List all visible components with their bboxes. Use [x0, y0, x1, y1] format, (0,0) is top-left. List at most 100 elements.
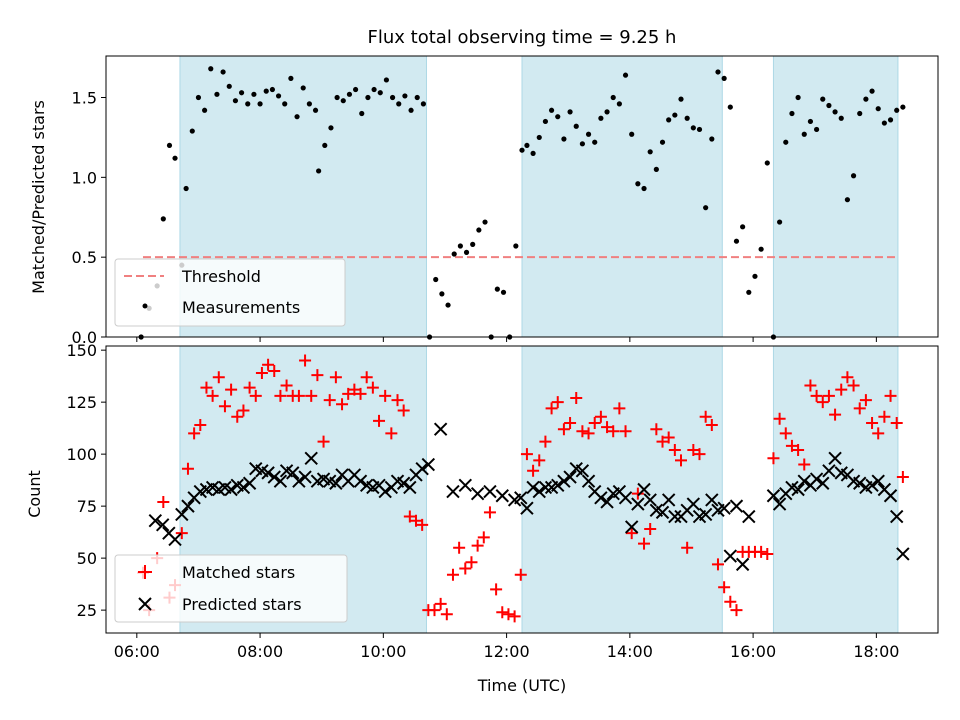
predicted-star-marker [286, 466, 300, 480]
predicted-star-marker [458, 478, 473, 493]
matched-star-marker [594, 410, 607, 423]
measurement-point [832, 109, 838, 115]
measurement-point [202, 107, 208, 113]
measurement-point [659, 139, 666, 145]
matched-star-marker [366, 381, 379, 394]
measurement-point [857, 110, 863, 117]
matched-star-marker [804, 379, 817, 392]
legend-matched-label: Matched stars [182, 563, 295, 582]
predicted-star-marker [896, 547, 910, 561]
matched-star-marker [779, 427, 792, 440]
observing-window-shade [521, 55, 723, 338]
measurement-point [733, 238, 740, 244]
measurement-point [257, 101, 263, 107]
matched-star-marker [668, 443, 681, 456]
predicted-star-marker [421, 457, 436, 472]
predicted-star-marker [557, 474, 571, 488]
matched-star-marker [323, 394, 336, 407]
matched-star-marker [157, 495, 170, 508]
matched-star-marker [428, 604, 441, 617]
measurement-point [312, 107, 319, 113]
measurement-point [573, 123, 579, 129]
measurement-point [592, 139, 598, 145]
matched-star-marker [317, 435, 330, 448]
measurement-point [789, 110, 795, 117]
measurement-point [820, 96, 826, 102]
y-tick-label: 100 [66, 445, 97, 464]
matched-star-marker [206, 389, 219, 402]
matched-star-marker [262, 358, 275, 371]
matched-star-marker [570, 391, 583, 404]
matched-star-marker [348, 383, 361, 396]
matched-star-marker [822, 389, 835, 402]
predicted-star-marker [883, 489, 898, 503]
matched-star-marker [853, 402, 866, 415]
legend-threshold-label: Threshold [181, 267, 261, 286]
measurement-point [740, 224, 746, 230]
predicted-star-marker [273, 474, 288, 488]
matched-star-marker [730, 604, 743, 617]
measurement-point [715, 69, 721, 75]
measurement-point [813, 126, 820, 133]
matched-star-marker [440, 608, 453, 621]
matched-star-marker [718, 581, 731, 594]
matched-star-marker [681, 541, 694, 554]
matched-star-marker [588, 416, 601, 429]
predicted-star-marker [329, 476, 343, 490]
matched-star-marker [249, 389, 262, 402]
matched-star-marker [471, 539, 484, 552]
measurement-point [783, 139, 789, 145]
predicted-star-marker [532, 484, 546, 499]
matched-star-marker [878, 410, 891, 423]
matched-star-marker [859, 394, 872, 407]
y-tick-label: 125 [66, 393, 97, 412]
predicted-star-marker [822, 464, 836, 478]
top-legend-frame [114, 258, 346, 327]
measurement-point [530, 150, 536, 156]
matched-star-marker [896, 471, 909, 484]
predicted-star-marker [742, 509, 756, 524]
matched-star-marker [434, 597, 447, 610]
measurement-point [807, 118, 814, 125]
measurement-point [684, 115, 690, 121]
measurement-point [513, 243, 519, 249]
measurement-point [269, 86, 275, 93]
matched-star-marker [490, 583, 503, 596]
predicted-star-marker [668, 509, 682, 524]
matched-star-marker [613, 402, 626, 415]
measurement-point [389, 94, 396, 101]
predicted-star-marker [415, 461, 429, 476]
matched-star-marker [181, 462, 194, 475]
measurement-point [282, 101, 288, 107]
measurement-point [758, 246, 764, 252]
predicted-star-marker [168, 532, 182, 547]
matched-star-marker [391, 394, 404, 407]
measurement-point [288, 75, 294, 81]
measurement-point [377, 90, 383, 96]
legend-matched-swatch [138, 565, 152, 579]
predicted-star-marker [514, 491, 528, 505]
matched-star-marker [409, 514, 422, 527]
measurement-point [365, 94, 371, 101]
matched-star-marker [255, 367, 268, 380]
predicted-star-marker [816, 476, 830, 490]
predicted-star-marker [698, 507, 713, 522]
bottom-panel-y-label: Count [25, 470, 44, 518]
predicted-star-marker [378, 484, 392, 499]
measurement-point [629, 131, 635, 137]
matched-star-marker [527, 464, 540, 477]
matched-star-marker [724, 595, 737, 608]
measurement-point [548, 107, 555, 113]
predicted-star-marker [181, 499, 195, 513]
bottom-panel-legend: Matched stars Predicted stars [114, 554, 348, 623]
matched-star-marker [847, 379, 860, 392]
measurement-point [900, 104, 906, 110]
predicted-star-marker [433, 422, 448, 436]
top-panel-y-axis: 0.0 0.5 1.0 1.5 [72, 89, 106, 347]
predicted-star-marker [729, 499, 744, 513]
matched-star-marker [329, 371, 342, 384]
measurement-point [172, 155, 178, 161]
x-axis-label: Time (UTC) [477, 676, 566, 695]
x-tick-label: 08:00 [237, 642, 283, 661]
measurement-point [838, 115, 844, 121]
